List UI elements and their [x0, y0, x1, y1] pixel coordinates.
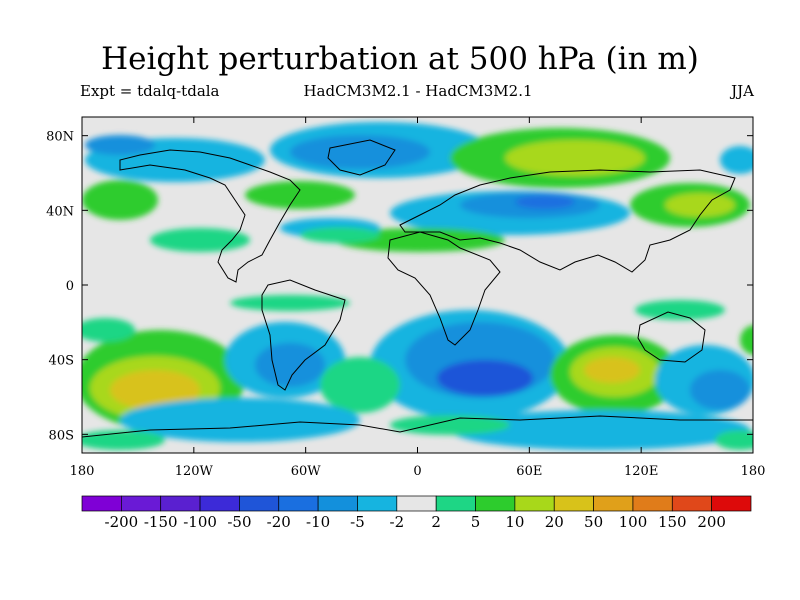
colorbar: -200 -150 -100 -50 -20 -10 -5 -2 2 5 10 20 50 100 150 2… — [81, 495, 752, 531]
field-blob — [255, 343, 325, 387]
coastlines — [82, 139, 753, 438]
field-blob — [720, 146, 753, 174]
coastline-africa — [387, 231, 501, 346]
colorbar-label: -2 — [390, 513, 405, 531]
field-blob — [245, 181, 355, 209]
field-blob — [665, 193, 735, 217]
field-blob — [740, 325, 753, 355]
field-blob — [690, 370, 750, 410]
field-blob — [82, 180, 158, 220]
map-panel — [81, 116, 754, 454]
colorbar-swatch — [553, 495, 594, 512]
field-blob — [437, 360, 533, 396]
field-blob — [290, 135, 430, 169]
colorbar-swatch — [317, 495, 358, 512]
colorbar-swatch — [81, 495, 122, 512]
colorbar-label: -10 — [306, 513, 330, 531]
field-blob — [715, 430, 753, 450]
lat-tick-label: 80N — [46, 130, 74, 145]
map-title: Height perturbation at 500 hPa (in m) — [101, 41, 699, 77]
lon-tick-label: 180 — [70, 464, 95, 479]
field-blob — [584, 357, 640, 383]
field-blob — [390, 415, 510, 435]
colorbar-label: -5 — [350, 513, 365, 531]
lon-tick-label: 120W — [175, 464, 214, 479]
coastline-north-america — [119, 149, 301, 283]
field-blob — [505, 140, 645, 176]
colorbar-swatch — [396, 495, 437, 512]
coastline-australia — [637, 311, 706, 363]
lon-tick-label: 60W — [291, 464, 322, 479]
lon-tick-label: 60E — [516, 464, 542, 479]
colorbar-label: -150 — [144, 513, 178, 531]
coastline-antarctica — [82, 415, 753, 438]
colorbar-swatch — [711, 495, 752, 512]
field-blob — [320, 357, 400, 413]
colorbar-label: 150 — [658, 513, 687, 531]
experiment-label: Expt = tdalq-tdala — [80, 82, 220, 100]
lat-tick-label: 0 — [66, 279, 74, 294]
lon-tick-label: 180 — [741, 464, 766, 479]
colorbar-swatch — [435, 495, 476, 512]
field-contours — [82, 122, 753, 450]
colorbar-swatch — [239, 495, 280, 512]
colorbar-label: 2 — [431, 513, 441, 531]
model-label: HadCM3M2.1 - HadCM3M2.1 — [303, 82, 533, 100]
field-blob — [110, 370, 200, 410]
colorbar-label: 50 — [584, 513, 603, 531]
lon-tick-label: 0 — [413, 464, 421, 479]
coastline-south-america — [261, 279, 346, 391]
field-blob — [230, 295, 350, 311]
colorbar-label: 200 — [697, 513, 726, 531]
axis-ticks: 80N 40N 0 40S 80S 180 120W 60W 0 60E 120E 180 — [46, 117, 765, 479]
colorbar-label: 20 — [545, 513, 564, 531]
colorbar-swatch — [160, 495, 201, 512]
colorbar-swatch — [632, 495, 673, 512]
coastline-greenland — [327, 139, 396, 176]
colorbar-label: 10 — [505, 513, 524, 531]
colorbar-swatch — [593, 495, 634, 512]
field-blob — [120, 398, 360, 442]
colorbar-swatch — [278, 495, 319, 512]
colorbar-swatch — [475, 495, 516, 512]
field-blob — [515, 195, 575, 209]
colorbar-swatch — [671, 495, 712, 512]
colorbar-swatch — [199, 495, 240, 512]
field-blob — [82, 318, 135, 342]
colorbar-label: -50 — [227, 513, 251, 531]
colorbar-swatch — [514, 495, 555, 512]
colorbar-label: 5 — [471, 513, 481, 531]
colorbar-label: -200 — [105, 513, 139, 531]
lat-tick-label: 40S — [49, 354, 74, 369]
colorbar-label: 100 — [619, 513, 648, 531]
colorbar-swatch — [357, 495, 398, 512]
field-blob — [635, 300, 725, 320]
field-blob — [150, 228, 250, 252]
field-blob — [85, 135, 155, 155]
colorbar-label: -20 — [267, 513, 291, 531]
field-blob — [300, 227, 380, 243]
lat-tick-label: 40N — [46, 204, 74, 219]
lon-tick-label: 120E — [624, 464, 658, 479]
colorbar-swatch — [121, 495, 162, 512]
coastline-eurasia — [399, 169, 736, 273]
season-label: JJA — [731, 82, 754, 100]
lat-tick-label: 80S — [49, 428, 74, 443]
colorbar-label: -100 — [183, 513, 217, 531]
